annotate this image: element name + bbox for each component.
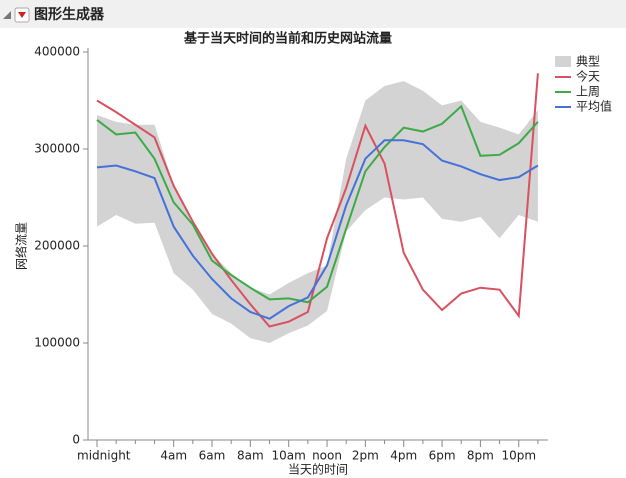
x-tick-label: 10am: [272, 449, 306, 463]
y-tick-label: 400000: [34, 45, 80, 59]
x-tick-label: 4am: [160, 449, 187, 463]
legend-label: 平均值: [576, 99, 612, 114]
y-tick-label: 300000: [34, 142, 80, 156]
y-tick-label: 100000: [34, 336, 80, 350]
menu-arrow: [18, 12, 26, 18]
header-bar: [0, 0, 626, 28]
legend-label: 今天: [576, 69, 600, 84]
x-axis-label: 当天的时间: [288, 462, 348, 477]
x-tick-label: 8am: [237, 449, 264, 463]
x-tick-label: midnight: [77, 449, 131, 463]
range-band: [97, 81, 538, 343]
header-title: 图形生成器: [34, 6, 105, 23]
x-tick-label: 4pm: [390, 449, 417, 463]
y-tick-label: 0: [72, 433, 80, 447]
legend-label: 上周: [576, 85, 600, 99]
legend-swatch: [555, 56, 571, 67]
x-tick-label: 6am: [199, 449, 226, 463]
series-line: [96, 139, 539, 320]
collapse-icon[interactable]: [3, 11, 11, 19]
y-axis-label: 网络流量: [14, 222, 29, 270]
series-line: [96, 104, 539, 304]
chart-title: 基于当天时间的当前和历史网站流量: [183, 31, 392, 47]
x-tick-label: noon: [312, 449, 342, 463]
x-tick-label: 8pm: [467, 449, 494, 463]
y-tick-label: 200000: [34, 239, 80, 253]
x-tick-label: 10pm: [501, 449, 536, 463]
x-tick-label: 6pm: [429, 449, 456, 463]
series-line: [96, 73, 539, 328]
x-tick-label: 2pm: [352, 449, 379, 463]
legend-label: 典型: [576, 55, 600, 69]
